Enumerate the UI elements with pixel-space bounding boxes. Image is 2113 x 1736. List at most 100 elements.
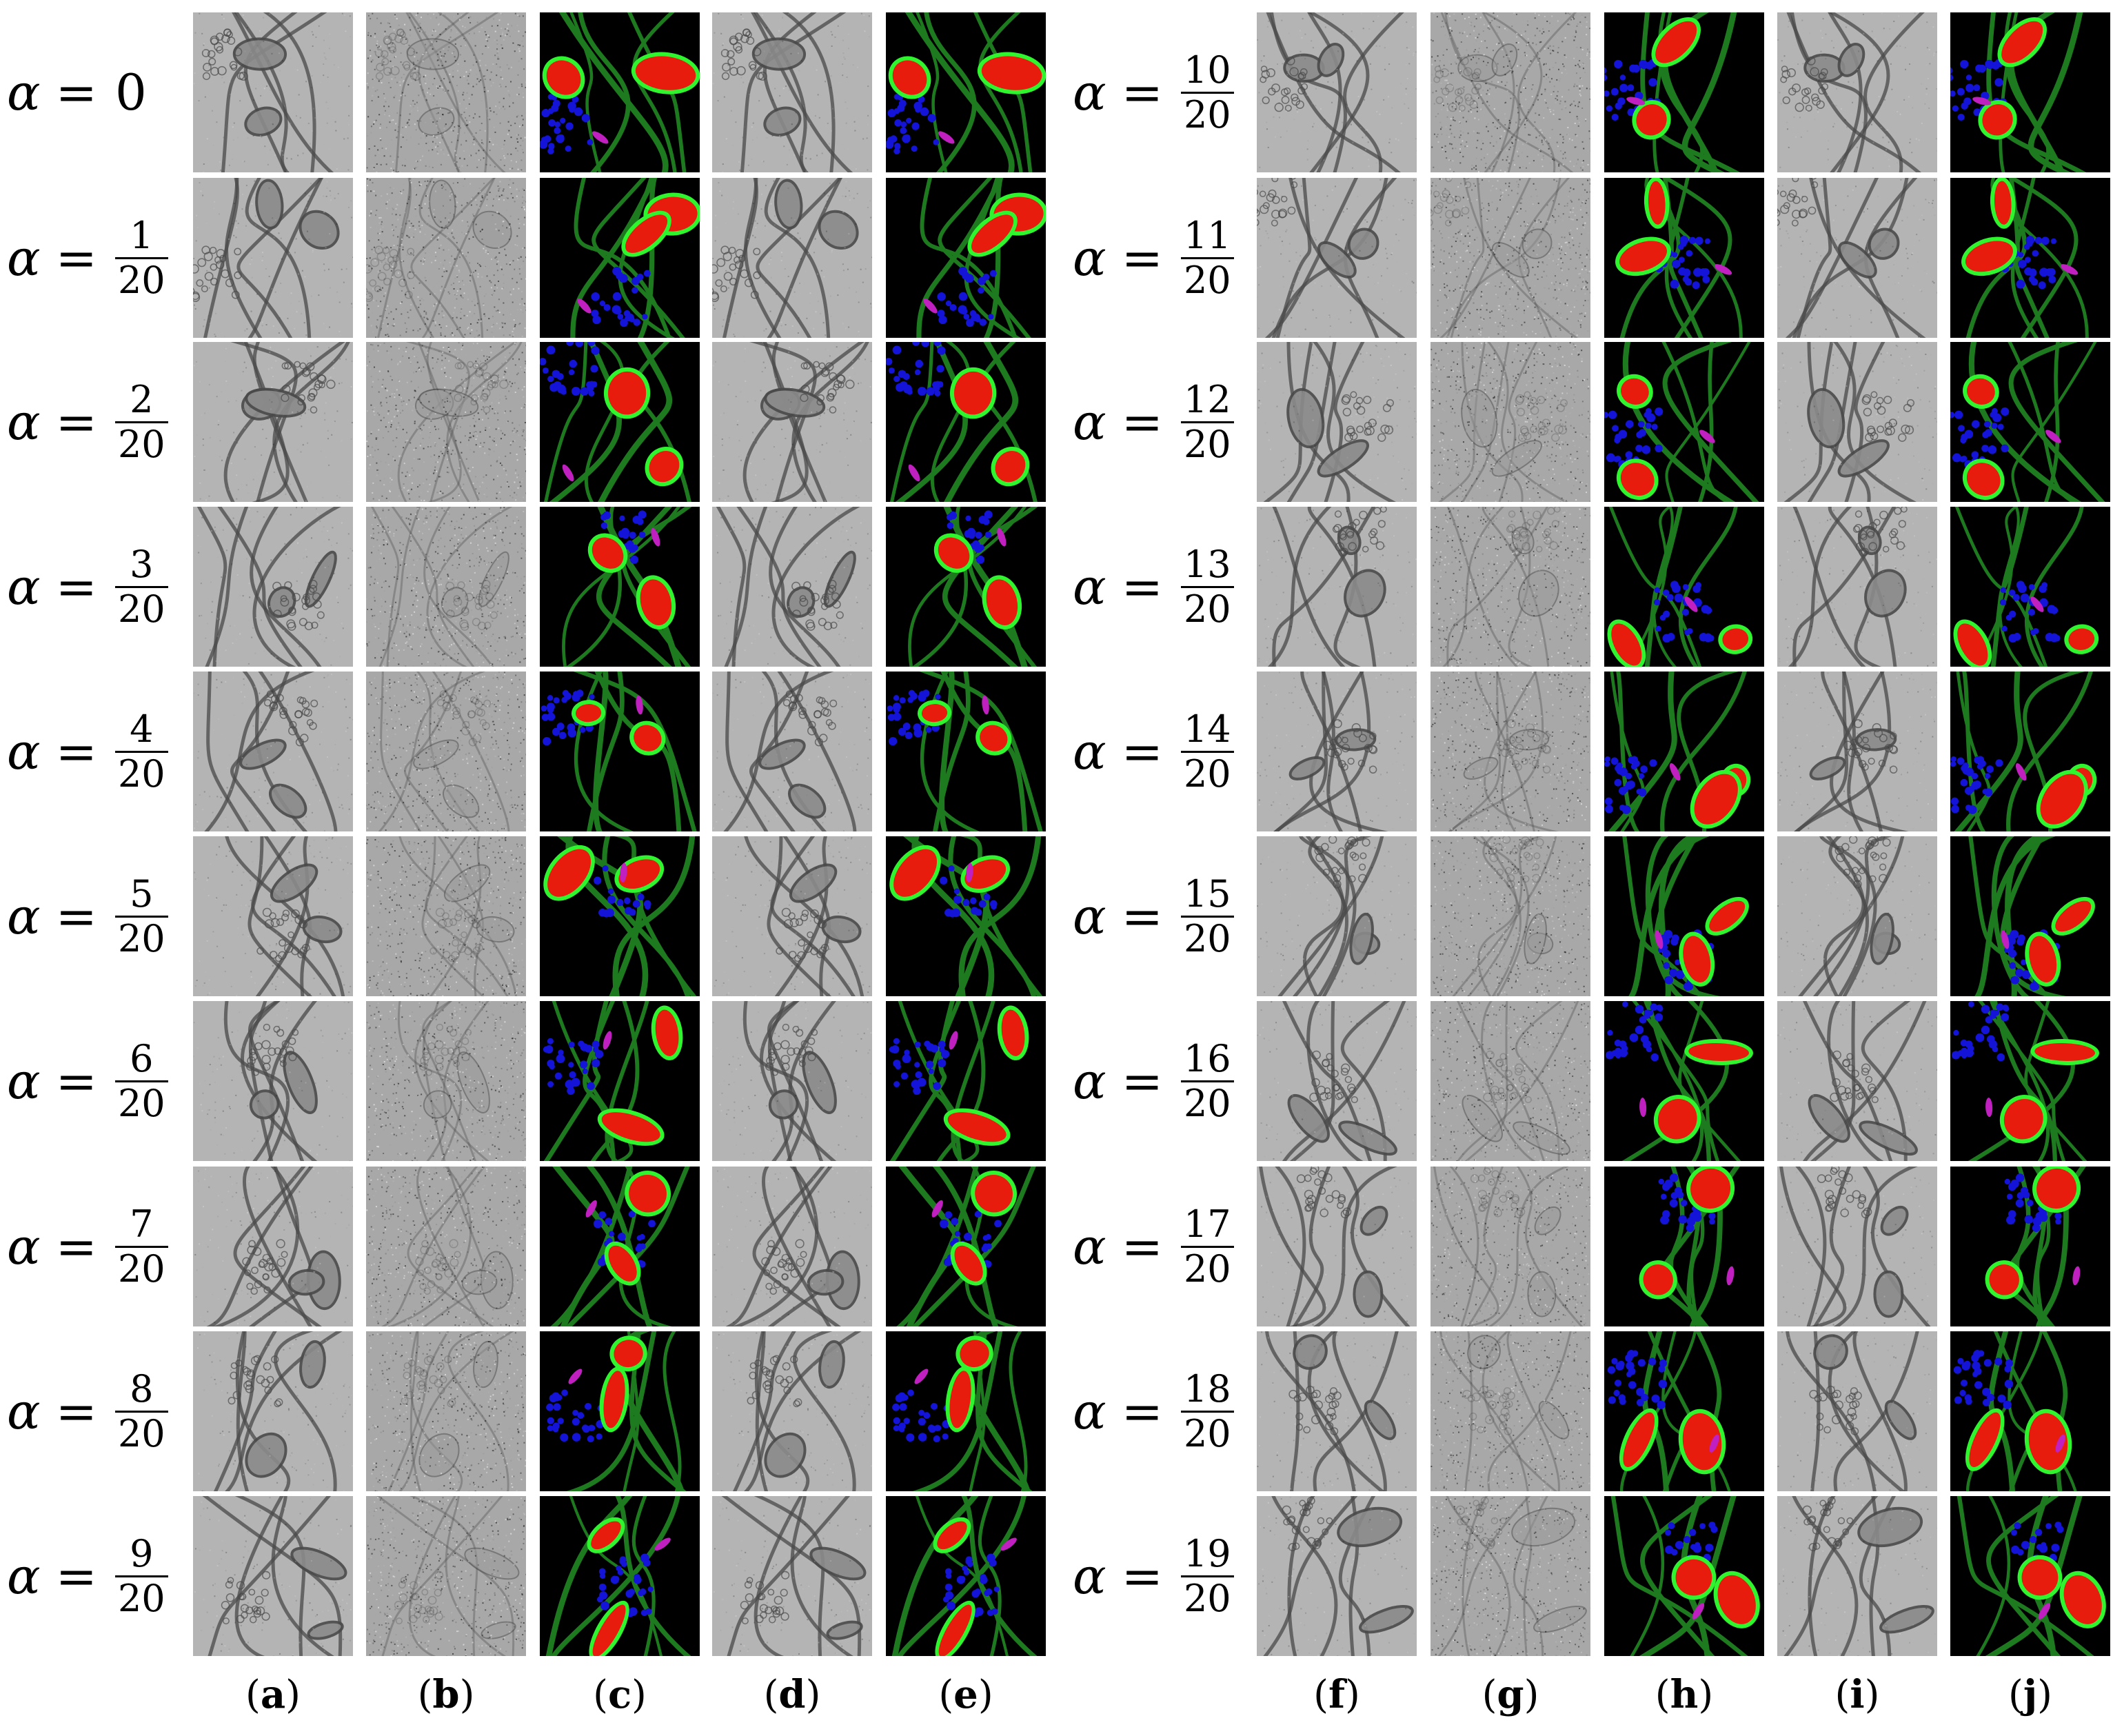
fraction-denominator: 20 bbox=[115, 1248, 168, 1288]
equals-sign: = bbox=[56, 558, 97, 616]
panel-b-noisy bbox=[366, 836, 526, 996]
panel-b-noisy bbox=[366, 672, 526, 831]
column-label-j: (j) bbox=[1950, 1672, 2110, 1717]
panel-b-noisy bbox=[366, 12, 526, 172]
fraction-numerator: 8 bbox=[127, 1370, 156, 1411]
fraction-bar bbox=[1180, 915, 1234, 918]
panel-h-seg bbox=[1604, 1331, 1764, 1491]
fraction-bar bbox=[1180, 421, 1234, 423]
alpha-label: α = 14 20 bbox=[1073, 672, 1234, 831]
column-label-f: (f) bbox=[1257, 1672, 1417, 1717]
alpha-symbol: α bbox=[7, 558, 41, 616]
panel-b-noisy bbox=[366, 1001, 526, 1161]
alpha-symbol: α bbox=[1073, 229, 1106, 287]
panel-g-noisy bbox=[1430, 507, 1590, 667]
panel-e-seg bbox=[886, 12, 1046, 172]
alpha-fraction: 6 20 bbox=[114, 1040, 168, 1122]
panel-b-noisy bbox=[366, 507, 526, 667]
panel-c-seg bbox=[540, 507, 700, 667]
alpha-fraction: 5 20 bbox=[114, 875, 168, 958]
panel-c-seg bbox=[540, 1001, 700, 1161]
alpha-symbol: α bbox=[1073, 558, 1106, 616]
alpha-fraction: 14 20 bbox=[1180, 710, 1234, 793]
fraction-numerator: 14 bbox=[1181, 710, 1234, 751]
alpha-fraction: 18 20 bbox=[1180, 1370, 1234, 1453]
panel-g-noisy bbox=[1430, 12, 1590, 172]
alpha-label: α = 7 20 bbox=[7, 1167, 168, 1326]
panel-a-em bbox=[193, 1331, 353, 1491]
panel-b-noisy bbox=[366, 1167, 526, 1326]
alpha-label: α = 8 20 bbox=[7, 1331, 168, 1491]
fraction-denominator: 20 bbox=[1181, 588, 1234, 628]
panel-g-noisy bbox=[1430, 1001, 1590, 1161]
panel-d-em bbox=[712, 1001, 872, 1161]
panel-d-em bbox=[712, 178, 872, 338]
fraction-bar bbox=[1180, 750, 1234, 753]
panel-j-seg bbox=[1950, 836, 2110, 996]
alpha-symbol: α bbox=[1073, 723, 1106, 780]
panel-i-em bbox=[1777, 672, 1937, 831]
fraction-bar bbox=[1180, 91, 1234, 94]
alpha-label: α = 17 20 bbox=[1073, 1167, 1234, 1326]
panel-i-em bbox=[1777, 1001, 1937, 1161]
alpha-symbol: α bbox=[7, 723, 41, 780]
equals-sign: = bbox=[1122, 1547, 1163, 1605]
fraction-numerator: 7 bbox=[127, 1205, 156, 1246]
fraction-numerator: 16 bbox=[1181, 1040, 1234, 1080]
panel-b-noisy bbox=[366, 1496, 526, 1656]
panel-f-em bbox=[1257, 1167, 1417, 1326]
panel-j-seg bbox=[1950, 672, 2110, 831]
panel-c-seg bbox=[540, 836, 700, 996]
alpha-label: α = 5 20 bbox=[7, 836, 168, 996]
alpha-label: α = 3 20 bbox=[7, 507, 168, 667]
alpha-label: α = 15 20 bbox=[1073, 836, 1234, 996]
panel-e-seg bbox=[886, 672, 1046, 831]
panel-i-em bbox=[1777, 1167, 1937, 1326]
column-label-h: (h) bbox=[1604, 1672, 1764, 1717]
fraction-numerator: 11 bbox=[1181, 216, 1234, 257]
column-label-g: (g) bbox=[1430, 1672, 1590, 1717]
alpha-symbol: α bbox=[7, 1547, 41, 1605]
panel-a-em bbox=[193, 12, 353, 172]
panel-e-seg bbox=[886, 836, 1046, 996]
panel-g-noisy bbox=[1430, 178, 1590, 338]
fraction-denominator: 20 bbox=[1181, 918, 1234, 958]
panel-h-seg bbox=[1604, 1167, 1764, 1326]
equals-sign: = bbox=[1122, 229, 1163, 287]
equals-sign: = bbox=[1122, 558, 1163, 616]
alpha-fraction: 2 20 bbox=[114, 381, 168, 463]
column-label-i: (i) bbox=[1777, 1672, 1937, 1717]
alpha-label: α = 2 20 bbox=[7, 342, 168, 502]
equals-sign: = bbox=[56, 723, 97, 780]
alpha-fraction: 4 20 bbox=[114, 710, 168, 793]
fraction-denominator: 20 bbox=[115, 1577, 168, 1617]
fraction-bar bbox=[1180, 1245, 1234, 1248]
panel-a-em bbox=[193, 507, 353, 667]
alpha-fraction: 12 20 bbox=[1180, 381, 1234, 463]
panel-d-em bbox=[712, 836, 872, 996]
fraction-denominator: 20 bbox=[1181, 259, 1234, 299]
panel-g-noisy bbox=[1430, 1331, 1590, 1491]
fraction-bar bbox=[114, 1410, 168, 1413]
panel-f-em bbox=[1257, 1496, 1417, 1656]
panel-h-seg bbox=[1604, 1496, 1764, 1656]
fraction-numerator: 12 bbox=[1181, 381, 1234, 421]
panel-f-em bbox=[1257, 178, 1417, 338]
panel-e-seg bbox=[886, 342, 1046, 502]
panel-j-seg bbox=[1950, 1331, 2110, 1491]
panel-j-seg bbox=[1950, 12, 2110, 172]
alpha-label: α = 12 20 bbox=[1073, 342, 1234, 502]
panel-c-seg bbox=[540, 178, 700, 338]
fraction-denominator: 20 bbox=[115, 1413, 168, 1453]
equals-sign: = bbox=[1122, 723, 1163, 780]
alpha-label: α = 10 20 bbox=[1073, 12, 1234, 172]
panel-j-seg bbox=[1950, 1496, 2110, 1656]
panel-j-seg bbox=[1950, 507, 2110, 667]
fraction-numerator: 10 bbox=[1181, 51, 1234, 92]
alpha-symbol: α bbox=[7, 1052, 41, 1110]
fraction-bar bbox=[114, 585, 168, 588]
fraction-denominator: 20 bbox=[1181, 1413, 1234, 1453]
panel-c-seg bbox=[540, 1167, 700, 1326]
alpha-label: α = 9 20 bbox=[7, 1496, 168, 1656]
fraction-bar bbox=[1180, 1080, 1234, 1082]
